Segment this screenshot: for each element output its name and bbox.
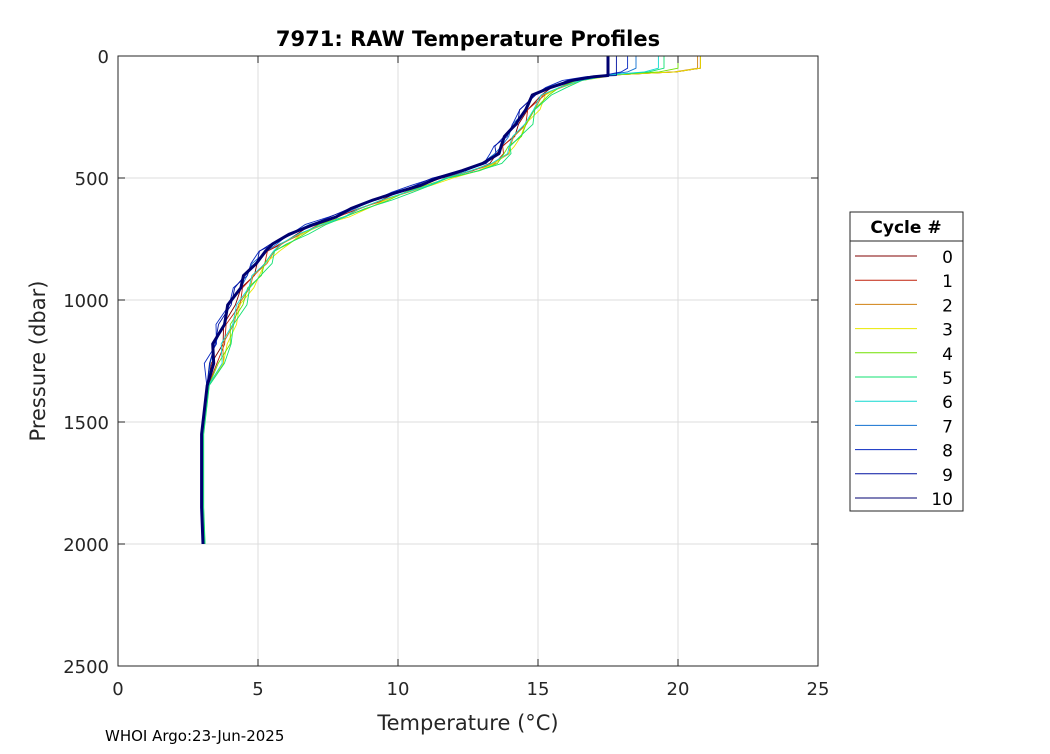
y-tick-label: 1500 <box>63 413 109 434</box>
legend-label-cycle-10: 10 <box>931 490 953 510</box>
legend-title: Cycle # <box>870 218 941 238</box>
y-tick-label: 1000 <box>63 291 109 312</box>
legend-label-cycle-9: 9 <box>942 466 953 486</box>
legend-box <box>849 211 964 512</box>
legend: Cycle # 0 1 2 3 4 5 6 7 8 9 10 <box>849 211 964 512</box>
x-axis-label: Temperature (°C) <box>376 711 558 735</box>
legend-label-cycle-1: 1 <box>942 272 953 292</box>
grid-lines <box>118 56 818 666</box>
footer-note: WHOI Argo:23-Jun-2025 <box>105 727 284 745</box>
y-axis-ticks: 0 500 1000 1500 2000 2500 <box>63 47 818 678</box>
chart-title: 7971: RAW Temperature Profiles <box>276 27 660 51</box>
y-tick-label: 2500 <box>63 657 109 678</box>
legend-label-cycle-4: 4 <box>942 345 953 365</box>
legend-label-cycle-2: 2 <box>942 296 953 316</box>
legend-label-cycle-5: 5 <box>942 369 953 389</box>
x-tick-label: 20 <box>667 679 690 700</box>
legend-label-cycle-8: 8 <box>942 442 953 462</box>
x-tick-label: 5 <box>252 679 263 700</box>
legend-label-cycle-3: 3 <box>942 321 953 341</box>
x-axis-ticks: 0 5 10 15 20 25 <box>112 56 829 700</box>
y-axis-label: Pressure (dbar) <box>26 281 50 442</box>
x-tick-label: 10 <box>387 679 410 700</box>
profile-lines <box>200 56 701 545</box>
y-tick-label: 0 <box>98 47 109 68</box>
y-tick-label: 2000 <box>63 535 109 556</box>
x-tick-label: 0 <box>112 679 123 700</box>
legend-label-cycle-6: 6 <box>942 393 953 413</box>
legend-label-cycle-0: 0 <box>942 248 953 268</box>
profile-line-cycle-10 <box>200 56 610 545</box>
x-tick-label: 15 <box>527 679 550 700</box>
x-tick-label: 25 <box>807 679 830 700</box>
legend-items: 0 1 2 3 4 5 6 7 8 9 10 <box>855 248 953 510</box>
legend-label-cycle-7: 7 <box>942 417 953 437</box>
plot-area-frame <box>117 55 819 667</box>
y-tick-label: 500 <box>75 169 109 190</box>
